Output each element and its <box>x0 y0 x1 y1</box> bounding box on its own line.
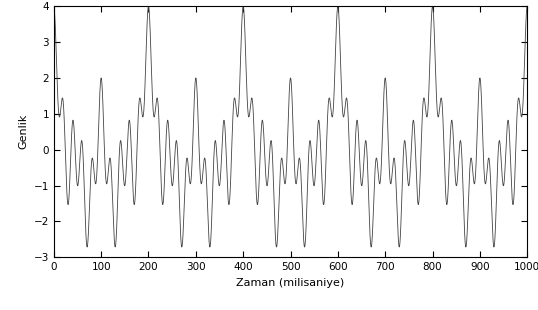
X-axis label: Zaman (milisaniye): Zaman (milisaniye) <box>236 278 345 288</box>
Y-axis label: Genlik: Genlik <box>18 114 28 149</box>
